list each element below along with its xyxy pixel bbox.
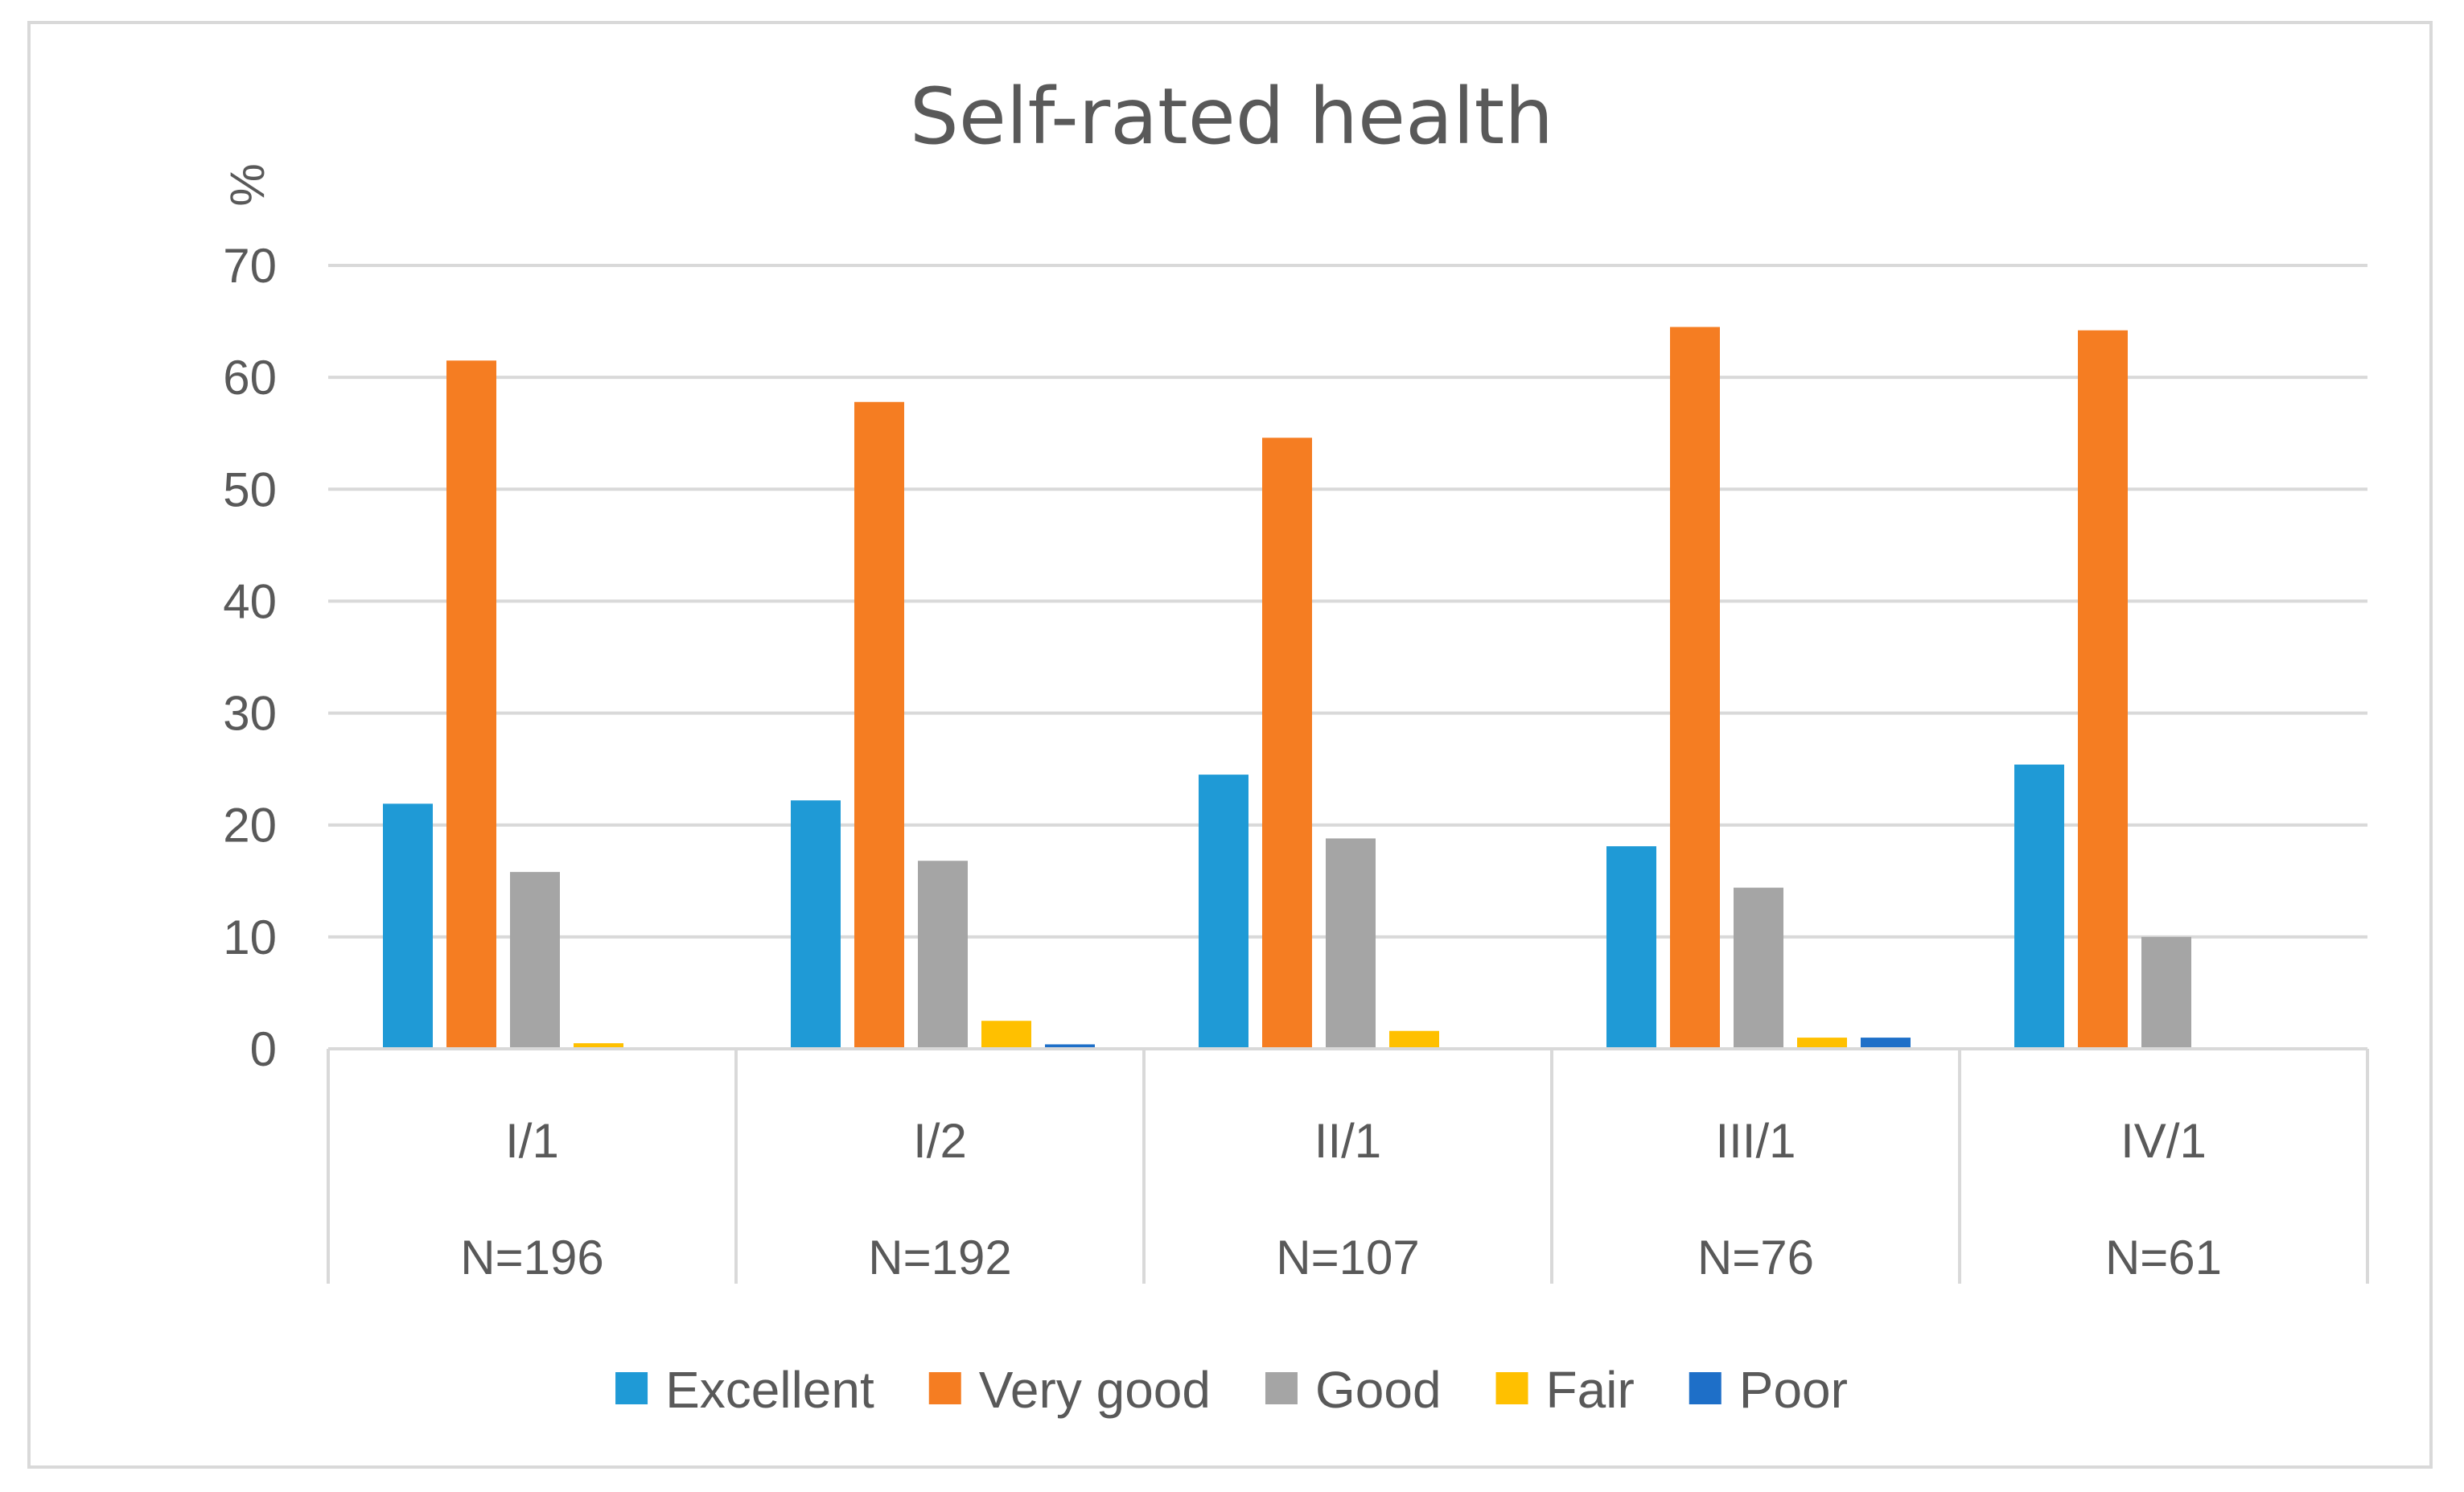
bar-very-good-i1 <box>446 360 496 1049</box>
bar-very-good-ii1 <box>1262 438 1312 1049</box>
y-tick-label: 0 <box>250 1022 277 1076</box>
bar-very-good-i2 <box>854 401 904 1049</box>
chart-canvas: Self-rated health % 0 10 20 30 40 50 60 70 I/1 N… <box>220 72 2369 1419</box>
y-tick-label: 70 <box>223 239 277 293</box>
legend-item-fair: Fair <box>1495 1361 1635 1419</box>
legend-swatch-fair <box>1495 1372 1528 1404</box>
bar-good-ii1 <box>1326 838 1376 1049</box>
chart-title: Self-rated health <box>910 72 1553 162</box>
bars <box>383 327 2191 1049</box>
x-axis-table: I/1 N=196 I/2 N=192 II/1 N=107 III/1 N=76 IV/1 N=… <box>327 1047 2369 1284</box>
x-sample-size-label: N=61 <box>2105 1231 2222 1284</box>
gridlines <box>328 264 2367 1050</box>
legend-label-poor: Poor <box>1739 1361 1848 1419</box>
bar-excellent-i1 <box>383 804 433 1049</box>
bar-fair-i2 <box>981 1021 1031 1049</box>
y-tick-label: 40 <box>223 574 277 628</box>
legend-swatch-very-good <box>928 1372 961 1404</box>
y-axis-ticks: 0 10 20 30 40 50 60 70 <box>223 239 277 1076</box>
bar-fair-iii1 <box>1797 1038 1847 1049</box>
bar-poor-i2 <box>1045 1044 1095 1049</box>
bar-good-i2 <box>918 861 968 1049</box>
legend-item-very-good: Very good <box>928 1361 1211 1419</box>
legend: Excellent Very good Good Fair Poor <box>615 1361 1848 1419</box>
y-axis-label: % <box>220 163 274 206</box>
x-sample-size-label: N=107 <box>1276 1231 1419 1284</box>
legend-swatch-excellent <box>615 1372 648 1404</box>
legend-label-very-good: Very good <box>979 1361 1211 1419</box>
legend-item-good: Good <box>1265 1361 1442 1419</box>
legend-swatch-poor <box>1689 1372 1722 1404</box>
bar-excellent-ii1 <box>1199 775 1248 1049</box>
x-sample-size-label: N=192 <box>868 1231 1011 1284</box>
x-sample-size-label: N=196 <box>460 1231 603 1284</box>
x-sample-size-label: N=76 <box>1697 1231 1814 1284</box>
bar-good-i1 <box>510 872 560 1049</box>
legend-label-good: Good <box>1315 1361 1442 1419</box>
bar-excellent-iv1 <box>2014 764 2064 1049</box>
y-tick-label: 30 <box>223 687 277 741</box>
y-tick-label: 50 <box>223 462 277 516</box>
bar-poor-iii1 <box>1861 1038 1911 1049</box>
x-tick-label: IV/1 <box>2121 1114 2207 1168</box>
bar-good-iii1 <box>1734 887 1783 1049</box>
y-tick-label: 20 <box>223 799 277 853</box>
x-tick-label: I/2 <box>913 1114 967 1168</box>
legend-item-excellent: Excellent <box>615 1361 874 1419</box>
legend-swatch-good <box>1265 1372 1298 1404</box>
bar-excellent-i2 <box>791 800 841 1049</box>
bar-good-iv1 <box>2141 936 2191 1049</box>
x-tick-label: I/1 <box>505 1114 559 1168</box>
bar-very-good-iv1 <box>2078 330 2128 1049</box>
legend-label-excellent: Excellent <box>665 1361 874 1419</box>
legend-label-fair: Fair <box>1546 1361 1635 1419</box>
bar-fair-ii1 <box>1389 1030 1439 1049</box>
x-tick-label: III/1 <box>1715 1114 1796 1168</box>
bar-excellent-iii1 <box>1606 846 1656 1049</box>
y-tick-label: 60 <box>223 351 277 405</box>
bar-very-good-iii1 <box>1670 327 1720 1049</box>
bar-fair-i1 <box>574 1043 623 1049</box>
legend-item-poor: Poor <box>1689 1361 1848 1419</box>
x-tick-label: II/1 <box>1314 1114 1381 1168</box>
chart-frame: Self-rated health % 0 10 20 30 40 50 60 70 I/1 N… <box>27 21 2433 1469</box>
y-tick-label: 10 <box>223 910 277 964</box>
